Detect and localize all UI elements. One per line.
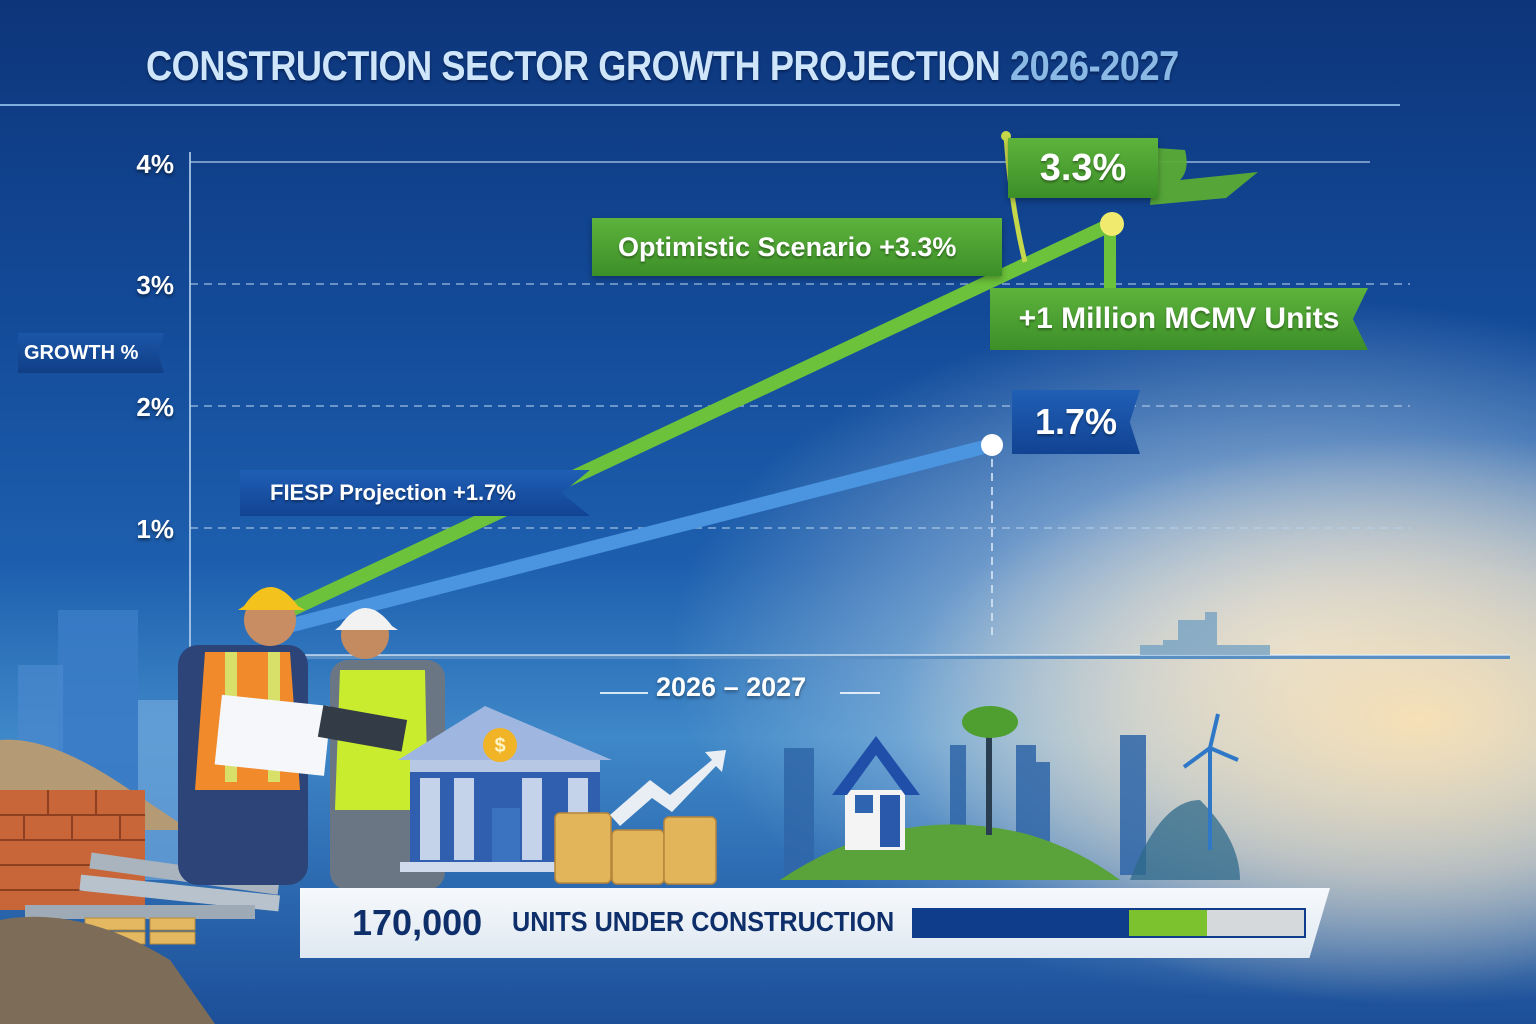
y-axis-label: GROWTH % <box>18 333 164 373</box>
fiesp-series-line <box>258 438 999 639</box>
fiesp-end-point <box>981 434 1003 456</box>
mcmv-units-label: +1 Million MCMV Units <box>990 288 1368 350</box>
x-label-rule-right <box>840 692 880 694</box>
x-axis-label: 2026 – 2027 <box>656 672 807 702</box>
y-tick-4: 4% <box>136 149 174 179</box>
flag-pole-icon <box>1003 135 1028 263</box>
construction-worker-1-icon <box>178 587 332 885</box>
title-main: CONSTRUCTION SECTOR GROWTH PROJECTION <box>146 42 1001 89</box>
flag-tail-icon <box>1150 148 1258 205</box>
coin-stacks-icon <box>554 812 717 885</box>
house-icon <box>832 736 920 850</box>
title-divider <box>0 104 1400 106</box>
dollar-coin-icon: $ <box>483 728 517 762</box>
palm-tree-icon <box>962 706 1018 835</box>
optimistic-value-flag: 3.3% <box>1008 138 1158 198</box>
fiesp-value-tag: 1.7% <box>1012 390 1140 454</box>
optimistic-scenario-label: Optimistic Scenario +3.3% <box>592 218 1002 276</box>
gravel-pile-icon <box>0 916 215 1024</box>
growth-arrow-icon <box>610 750 726 826</box>
title-years: 2026-2027 <box>1009 42 1179 89</box>
x-label-rule-left <box>600 692 648 694</box>
units-progress-bar <box>912 908 1306 938</box>
optimistic-series-line <box>258 218 1117 629</box>
units-count: 170,000 <box>352 902 483 943</box>
factory-silhouette-icon <box>1140 612 1270 655</box>
y-tick-3: 3% <box>136 270 174 300</box>
units-caption: UNITS UNDER CONSTRUCTION <box>512 906 895 937</box>
optimistic-end-point <box>1100 212 1124 236</box>
wind-turbine-icon <box>1182 713 1239 850</box>
svg-text:$: $ <box>494 735 505 757</box>
y-tick-1: 1% <box>136 514 174 544</box>
progress-segment-completed <box>914 910 1129 936</box>
chart-title: CONSTRUCTION SECTOR GROWTH PROJECTION 20… <box>146 42 1179 90</box>
progress-segment-in-progress <box>1128 910 1207 936</box>
y-tick-2: 2% <box>136 392 174 422</box>
green-hill-icon <box>780 824 1120 880</box>
progress-segment-remaining <box>1206 910 1304 936</box>
fiesp-projection-label: FIESP Projection +1.7% <box>240 470 590 516</box>
